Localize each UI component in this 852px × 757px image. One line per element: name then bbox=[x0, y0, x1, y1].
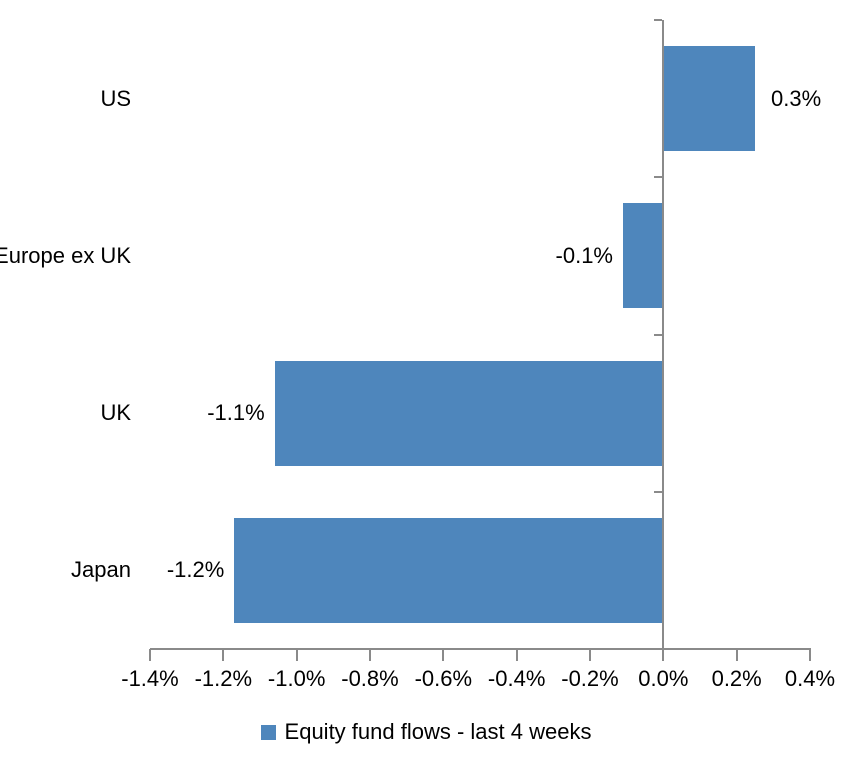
bar-us bbox=[663, 46, 755, 152]
category-label: US bbox=[100, 85, 131, 111]
category-label: UK bbox=[100, 400, 131, 426]
x-tick-label: -1.0% bbox=[267, 666, 326, 691]
x-tick-label: 0.2% bbox=[711, 666, 762, 691]
x-tick-label: -0.8% bbox=[341, 666, 399, 691]
category-axis-tick bbox=[654, 333, 663, 336]
x-axis-tick bbox=[589, 649, 591, 661]
x-tick-label: -1.2% bbox=[194, 666, 253, 691]
x-axis-tick bbox=[442, 649, 445, 661]
x-axis-line bbox=[150, 648, 811, 650]
category-label: Japan bbox=[71, 557, 131, 583]
x-axis-tick bbox=[369, 649, 371, 661]
x-axis-tick bbox=[735, 649, 738, 661]
category-axis-tick bbox=[654, 19, 663, 21]
x-axis-tick bbox=[149, 649, 151, 661]
category-label: Europe ex UK bbox=[0, 242, 131, 268]
chart-legend: Equity fund flows - last 4 weeks bbox=[0, 719, 852, 745]
x-axis-tick bbox=[515, 649, 518, 661]
bar-japan bbox=[234, 517, 664, 623]
data-label: -1.1% bbox=[207, 400, 265, 426]
data-label: -0.1% bbox=[555, 242, 613, 268]
x-tick-label: 0.0% bbox=[638, 666, 689, 691]
bar-uk bbox=[274, 360, 664, 466]
data-label: 0.3% bbox=[771, 85, 822, 111]
bar-europe-ex-uk bbox=[623, 203, 664, 309]
x-axis-tick bbox=[222, 649, 225, 661]
x-tick-label: -0.6% bbox=[414, 666, 473, 691]
x-tick-label: -0.2% bbox=[561, 666, 619, 691]
data-label: -1.2% bbox=[166, 557, 225, 583]
x-tick-label: 0.4% bbox=[784, 666, 836, 691]
legend-label: Equity fund flows - last 4 weeks bbox=[284, 719, 592, 744]
x-axis-tick bbox=[295, 649, 298, 661]
zero-axis-line bbox=[662, 20, 665, 661]
category-axis-tick bbox=[654, 490, 663, 493]
category-axis-tick bbox=[654, 176, 663, 179]
legend-swatch-icon bbox=[260, 724, 276, 740]
x-tick-label: -0.4% bbox=[487, 666, 546, 691]
x-tick-label: -1.4% bbox=[121, 666, 179, 691]
x-axis-tick bbox=[809, 649, 811, 661]
